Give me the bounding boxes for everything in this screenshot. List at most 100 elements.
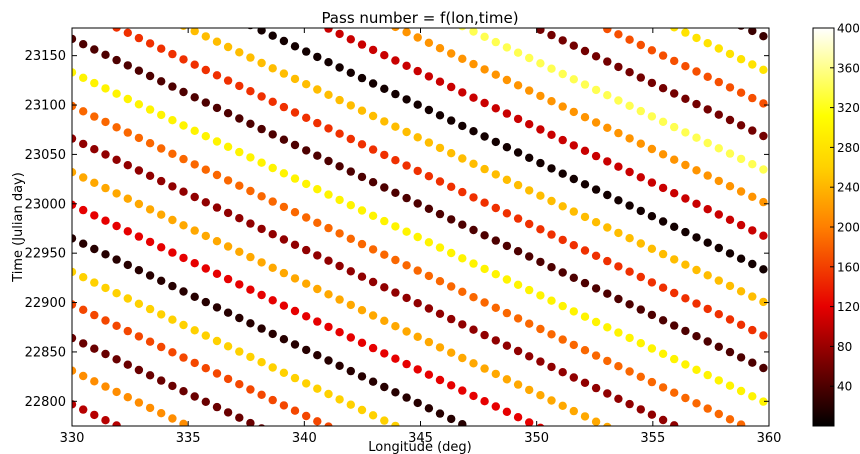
data-point: [168, 82, 177, 91]
data-point: [346, 400, 355, 409]
data-point: [413, 199, 422, 208]
data-point: [179, 320, 188, 330]
data-point: [647, 112, 657, 121]
y-tick-label: 22800: [25, 395, 66, 410]
data-point: [525, 120, 534, 129]
data-point: [424, 404, 434, 413]
data-point: [759, 32, 768, 41]
data-point: [703, 404, 712, 413]
data-point: [179, 253, 188, 263]
data-point: [391, 122, 400, 131]
data-point: [201, 364, 210, 373]
colorbar-tick-label: 120: [837, 300, 860, 314]
data-point: [447, 149, 456, 158]
data-point: [79, 173, 88, 182]
data-point: [580, 113, 590, 122]
data-point: [658, 51, 668, 60]
data-point: [591, 151, 601, 161]
data-point: [223, 308, 233, 317]
data-point: [491, 236, 500, 245]
data-point: [614, 362, 623, 371]
data-point: [491, 203, 500, 213]
chart-title: Pass number = f(lon,time): [321, 9, 518, 27]
data-point: [268, 130, 277, 139]
data-point: [335, 229, 344, 238]
data-point: [380, 316, 389, 325]
data-point: [268, 329, 277, 339]
data-point: [759, 197, 768, 207]
data-point: [681, 28, 690, 37]
data-point: [681, 360, 690, 369]
data-point: [547, 396, 556, 405]
data-point: [736, 88, 746, 97]
data-point: [212, 369, 222, 378]
data-point: [402, 393, 411, 402]
data-point: [580, 80, 590, 89]
data-point: [469, 28, 478, 36]
data-point: [413, 232, 422, 242]
data-point: [335, 361, 344, 370]
data-point: [435, 177, 445, 186]
data-point: [435, 277, 445, 286]
data-point: [614, 294, 623, 304]
x-tick-label: 355: [640, 431, 665, 446]
data-point: [603, 190, 612, 200]
data-point: [714, 110, 723, 119]
data-point: [157, 276, 166, 285]
data-point: [480, 397, 489, 406]
data-point: [759, 363, 768, 373]
data-point: [580, 278, 590, 288]
data-point: [168, 348, 177, 357]
data-point: [235, 347, 244, 356]
data-point: [748, 60, 757, 69]
data-point: [480, 231, 489, 240]
data-point: [402, 261, 411, 270]
data-point: [290, 140, 300, 150]
data-point: [223, 374, 233, 384]
data-point: [558, 268, 567, 277]
data-point: [748, 325, 757, 335]
data-point: [145, 39, 155, 48]
data-point: [681, 94, 690, 104]
data-point: [257, 324, 266, 333]
data-point: [580, 378, 590, 387]
data-point: [536, 28, 545, 34]
data-point: [357, 272, 367, 281]
data-point: [458, 154, 467, 163]
data-point: [268, 197, 277, 206]
data-point: [513, 280, 523, 289]
data-point: [72, 200, 77, 209]
data-point: [558, 202, 567, 211]
data-point: [246, 119, 255, 128]
data-point: [692, 166, 701, 175]
data-point: [402, 293, 411, 303]
data-point: [72, 234, 77, 243]
data-point: [413, 266, 422, 275]
data-point: [90, 278, 99, 287]
data-point: [346, 366, 355, 376]
data-point: [313, 52, 322, 62]
data-point: [134, 33, 144, 43]
data-point: [447, 282, 456, 291]
data-point: [368, 277, 378, 287]
data-point: [558, 368, 567, 377]
data-point: [670, 255, 679, 264]
data-point: [469, 59, 478, 69]
data-point: [268, 64, 277, 73]
data-point: [112, 355, 121, 364]
data-point: [591, 251, 601, 260]
data-point: [692, 33, 701, 43]
data-point: [290, 208, 300, 217]
data-point: [79, 405, 88, 414]
data-point: [168, 381, 177, 391]
data-point: [380, 84, 389, 94]
data-point: [625, 267, 634, 276]
data-point: [658, 283, 668, 292]
data-point: [435, 343, 445, 352]
data-point: [134, 266, 144, 275]
data-point: [257, 358, 266, 367]
data-point: [435, 143, 445, 153]
data-point: [580, 212, 590, 222]
data-point: [302, 113, 311, 123]
data-point: [168, 116, 177, 125]
